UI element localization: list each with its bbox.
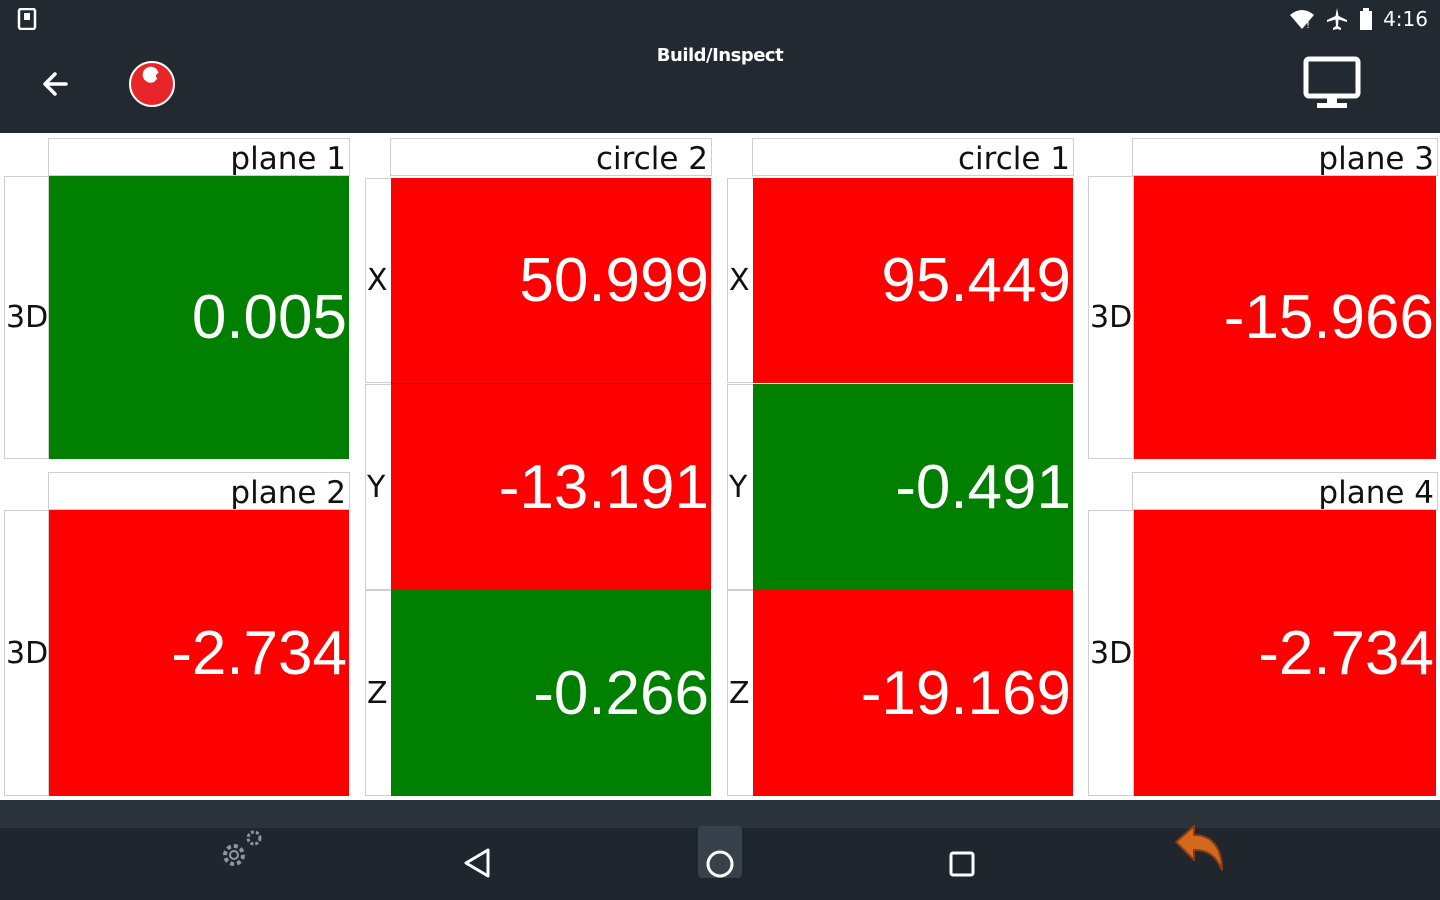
airplane-icon (1327, 8, 1348, 30)
axis-label: X (365, 178, 392, 383)
status-icons: ! 4:16 (1289, 7, 1428, 31)
row-divider (391, 383, 711, 384)
axis-label: 3D (1088, 176, 1134, 459)
page-title: Build/Inspect (656, 45, 784, 66)
axis-label: 3D (1088, 510, 1134, 796)
deviation-value: -2.734 (1134, 510, 1436, 796)
deviation-value: -13.191 (391, 384, 711, 590)
deviation-value: -19.169 (753, 590, 1073, 796)
status-bar: ! 4:16 (0, 0, 1440, 38)
axis-label: 3D (4, 510, 49, 796)
axis-label: Y (365, 384, 392, 590)
deviation-value: -2.734 (49, 510, 349, 796)
undo-arrow-icon[interactable] (1172, 822, 1228, 876)
deviation-value: -0.266 (391, 590, 711, 796)
svg-text:!: ! (1306, 20, 1310, 30)
nav-recents-icon[interactable] (946, 848, 980, 882)
bottom-navigation-bar (0, 800, 1440, 900)
app-logo-icon (129, 61, 175, 107)
axis-label: Z (727, 590, 754, 796)
deviation-value: 95.449 (753, 178, 1073, 383)
feature-name: circle 2 (390, 138, 712, 176)
deviation-value: 0.005 (49, 176, 349, 459)
axis-label: X (727, 178, 754, 383)
feature-name: plane 4 (1132, 472, 1438, 510)
battery-icon (1360, 8, 1373, 30)
nav-back-icon[interactable] (460, 845, 496, 881)
axis-label: Y (727, 384, 754, 590)
nav-home-icon[interactable] (694, 824, 746, 884)
app-top-bar: ! 4:16 Build/Inspect (0, 0, 1440, 133)
wifi-icon: ! (1290, 10, 1315, 30)
bottom-strip (0, 800, 1440, 828)
axis-label: 3D (4, 176, 49, 459)
deviation-value: -0.491 (753, 384, 1073, 590)
gears-icon[interactable] (212, 824, 268, 876)
inspection-grid: plane 1 3D 0.005 plane 2 3D -2.734 circl… (0, 133, 1440, 800)
status-time: 4:16 (1383, 7, 1428, 31)
feature-name: plane 3 (1132, 138, 1438, 176)
feature-name: circle 1 (752, 138, 1074, 176)
back-arrow-icon[interactable] (36, 64, 76, 104)
feature-name: plane 2 (48, 472, 350, 510)
axis-label: Z (365, 590, 392, 796)
monitor-icon[interactable] (1303, 56, 1361, 112)
feature-name: plane 1 (48, 138, 350, 176)
sim-icon (17, 8, 37, 30)
deviation-value: 50.999 (391, 178, 711, 383)
deviation-value: -15.966 (1134, 176, 1436, 459)
